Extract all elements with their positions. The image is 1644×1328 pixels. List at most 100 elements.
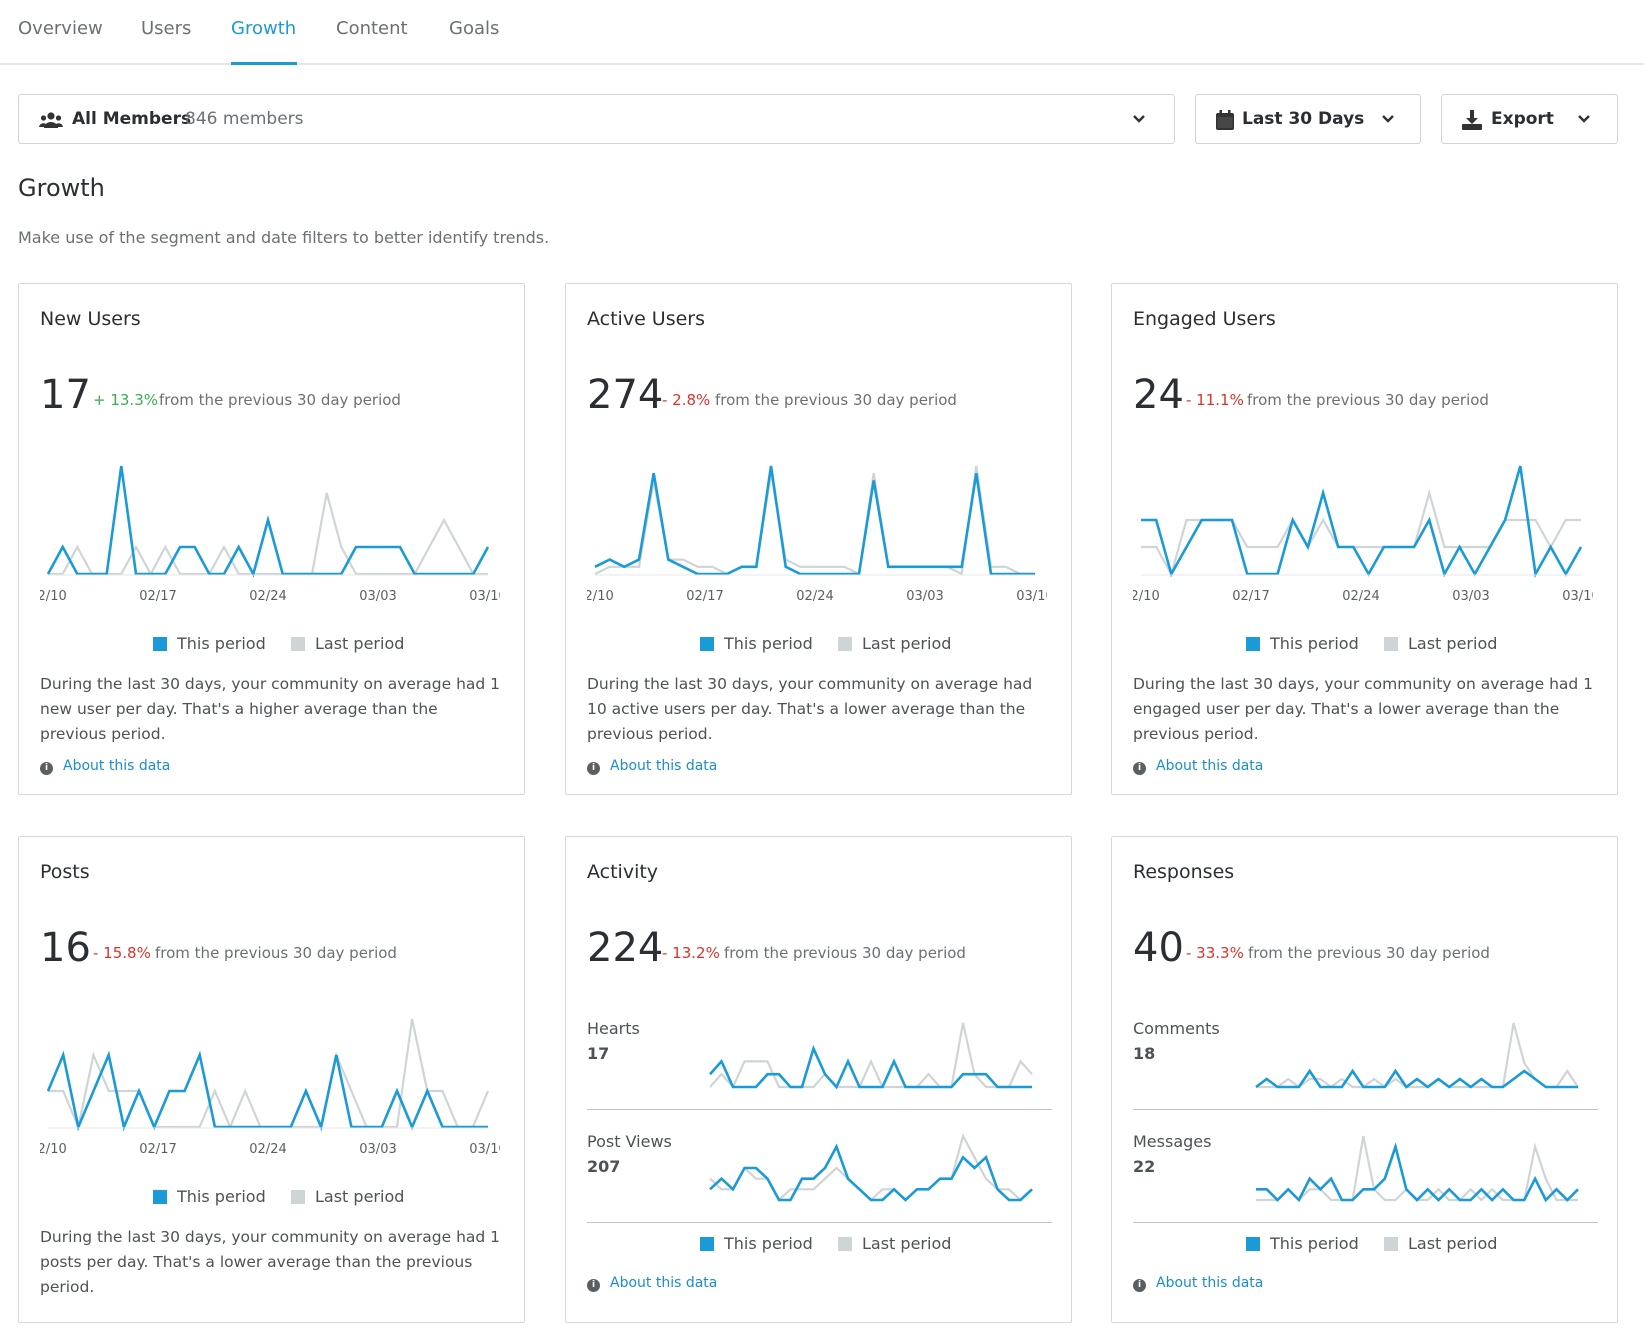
analytics-tabs: Overview Users Growth Content Goals: [0, 0, 1644, 65]
tab-overview[interactable]: Overview: [18, 18, 103, 39]
post-views-value: 207: [587, 1157, 621, 1176]
active-users-chart: 02/10 02/17 02/24 03/03 03/10: [587, 465, 1047, 604]
card-description: During the last 30 days, your community …: [40, 1228, 501, 1296]
users-icon: [39, 112, 63, 128]
tab-users[interactable]: Users: [141, 18, 192, 39]
chart-legend: This period Last period: [566, 1234, 1073, 1256]
metric-comparison: from the previous 30 day period: [715, 391, 957, 409]
metric-value: 224: [587, 925, 664, 971]
this-period-swatch: [153, 637, 167, 651]
this-period-label: This period: [177, 1187, 266, 1206]
card-title: Posts: [40, 861, 90, 883]
info-icon: i: [1133, 762, 1146, 775]
about-this-data-link[interactable]: i About this data: [587, 1275, 717, 1292]
metric-delta: + 13.3%: [93, 391, 158, 409]
comments-label: Comments: [1133, 1019, 1220, 1038]
x-tick-label: 03/10: [469, 1142, 500, 1157]
engaged-users-chart: 02/10 02/17 02/24 03/03 03/10: [1133, 465, 1593, 604]
hearts-label: Hearts: [587, 1019, 640, 1038]
this-period-swatch: [1246, 1237, 1260, 1251]
metric-value: 40: [1133, 925, 1184, 971]
about-this-data-link[interactable]: i About this data: [1133, 758, 1263, 775]
this-period-line: [709, 1044, 1032, 1090]
hearts-value: 17: [587, 1044, 610, 1063]
chevron-down-icon: [1578, 115, 1590, 123]
last-period-line: [709, 1133, 1033, 1202]
last-period-line: [1256, 1022, 1579, 1089]
chevron-down-icon: [1382, 115, 1394, 123]
about-label: About this data: [63, 758, 171, 774]
info-icon: i: [1133, 1279, 1146, 1292]
metric-delta: - 2.8%: [662, 391, 711, 409]
x-tick-label: 02/10: [40, 1142, 67, 1157]
last-period-label: Last period: [1408, 634, 1498, 653]
calendar-icon: [1216, 110, 1234, 130]
last-period-line: [48, 1018, 490, 1131]
x-tick-label: 02/24: [249, 589, 286, 604]
segment-dropdown[interactable]: All Members 846 members: [18, 94, 1175, 144]
about-this-data-link[interactable]: i About this data: [40, 758, 170, 775]
segment-count: 846 members: [185, 109, 304, 129]
this-period-line: [594, 465, 1035, 576]
info-icon: i: [587, 1279, 600, 1292]
messages-chart: [1256, 1135, 1579, 1203]
about-this-data-link[interactable]: i About this data: [587, 758, 717, 775]
new-users-chart: 02/10 02/17 02/24 03/03 03/10: [40, 465, 500, 604]
last-period-swatch: [291, 637, 305, 651]
date-range-dropdown[interactable]: Last 30 Days: [1195, 94, 1421, 144]
metric-delta: - 33.3%: [1186, 944, 1244, 962]
tab-growth[interactable]: Growth: [231, 18, 297, 65]
last-period-swatch: [291, 1190, 305, 1204]
segment-label: All Members: [72, 109, 192, 129]
metric-delta: - 11.1%: [1186, 391, 1244, 409]
last-period-label: Last period: [315, 1187, 405, 1206]
this-period-line: [709, 1143, 1033, 1202]
chart-legend: This period Last period: [19, 634, 526, 656]
metric-value: 274: [587, 372, 664, 418]
last-period-swatch: [1384, 637, 1398, 651]
last-period-label: Last period: [862, 1234, 952, 1253]
new-users-card: New Users 17 + 13.3% from the previous 3…: [18, 283, 525, 795]
export-dropdown[interactable]: Export: [1441, 94, 1618, 144]
last-period-label: Last period: [315, 634, 405, 653]
x-tick-label: 03/10: [1562, 589, 1593, 604]
card-description: During the last 30 days, your community …: [1133, 675, 1594, 743]
about-label: About this data: [610, 1275, 718, 1291]
x-tick-label: 03/03: [359, 1142, 396, 1157]
last-period-line: [48, 492, 488, 577]
last-period-swatch: [838, 1237, 852, 1251]
x-tick-label: 03/10: [1016, 589, 1047, 604]
tab-content[interactable]: Content: [336, 18, 408, 39]
hearts-chart: [709, 1022, 1033, 1090]
active-users-card: Active Users 274 - 2.8% from the previou…: [565, 283, 1072, 795]
divider: [587, 1222, 1052, 1223]
about-this-data-link[interactable]: i About this data: [1133, 1275, 1263, 1292]
this-period-line: [46, 465, 490, 578]
export-label: Export: [1491, 109, 1554, 129]
last-period-line: [709, 1022, 1033, 1089]
this-period-label: This period: [724, 1234, 813, 1253]
metric-delta: - 13.2%: [662, 944, 720, 962]
post-views-chart: [709, 1133, 1033, 1202]
x-tick-label: 03/03: [359, 589, 396, 604]
this-period-swatch: [1246, 637, 1260, 651]
card-title: New Users: [40, 308, 141, 330]
metric-comparison: from the previous 30 day period: [1248, 944, 1490, 962]
metric-delta: - 15.8%: [93, 944, 151, 962]
x-tick-label: 02/17: [139, 1142, 176, 1157]
x-tick-label: 02/24: [249, 1142, 286, 1157]
x-tick-label: 02/24: [796, 589, 833, 604]
metric-comparison: from the previous 30 day period: [159, 391, 401, 409]
x-tick-label: 02/10: [40, 589, 67, 604]
activity-card: Activity 224 - 13.2% from the previous 3…: [565, 836, 1072, 1323]
last-period-swatch: [838, 637, 852, 651]
metric-comparison: from the previous 30 day period: [1247, 391, 1489, 409]
x-tick-label: 02/17: [139, 589, 176, 604]
x-tick-label: 02/10: [587, 589, 614, 604]
card-title: Responses: [1133, 861, 1235, 883]
tab-goals[interactable]: Goals: [449, 18, 500, 39]
metric-value: 24: [1133, 372, 1184, 418]
last-period-label: Last period: [1408, 1234, 1498, 1253]
date-range-label: Last 30 Days: [1242, 109, 1365, 129]
this-period-swatch: [700, 637, 714, 651]
